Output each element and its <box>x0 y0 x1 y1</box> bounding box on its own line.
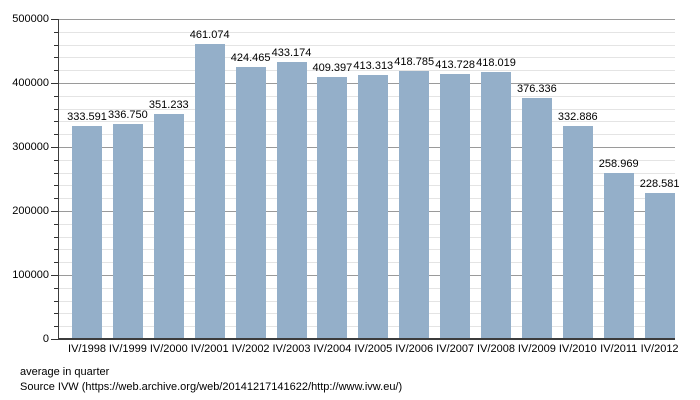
bar-IV/2010 <box>562 126 593 339</box>
y-minor-tick <box>54 223 58 225</box>
x-axis-label: IV/2007 <box>436 343 475 355</box>
bar-IV/2002 <box>235 67 266 339</box>
bar-value-label: 418.019 <box>476 56 516 69</box>
x-axis-label: IV/2003 <box>272 343 311 355</box>
y-minor-tick <box>54 31 58 33</box>
bar-IV/2000 <box>153 114 184 339</box>
bar-IV/2008 <box>481 71 511 339</box>
bar-IV/2012 <box>644 192 675 339</box>
y-major-tick <box>51 339 58 340</box>
bar-value-label: 258.969 <box>598 158 639 171</box>
y-minor-tick <box>54 57 58 59</box>
bar-value-label: 424.465 <box>230 52 271 65</box>
minor-gridline <box>58 44 675 46</box>
y-minor-tick <box>54 236 58 238</box>
bar-IV/2006 <box>399 71 430 339</box>
bar-value-label: 351.233 <box>148 99 189 112</box>
y-minor-tick <box>54 313 58 315</box>
x-axis-label: IV/1999 <box>108 343 147 355</box>
chart-source: Source IVW (https://web.archive.org/web/… <box>20 381 403 393</box>
bar-IV/2004 <box>317 77 348 339</box>
bar-IV/2007 <box>440 74 471 339</box>
y-major-tick <box>51 19 58 20</box>
minor-gridline <box>58 57 675 59</box>
y-minor-tick <box>54 249 58 251</box>
y-minor-tick <box>54 134 58 136</box>
x-axis-label: IV/1998 <box>68 343 106 355</box>
bar-value-label: 409.397 <box>312 62 353 74</box>
y-axis-label: 500000 <box>12 12 49 25</box>
x-axis-label: IV/2005 <box>354 343 393 355</box>
y-axis-line <box>58 19 59 339</box>
y-minor-tick <box>54 172 58 174</box>
x-axis-label: IV/2011 <box>600 343 638 355</box>
y-axis-label: 100000 <box>12 268 49 281</box>
x-axis-label: IV/2006 <box>395 343 434 355</box>
x-axis-label: IV/2000 <box>149 343 188 355</box>
x-axis-label: IV/2004 <box>313 343 352 355</box>
bar-value-label: 433.174 <box>271 46 312 59</box>
y-axis-label: 400000 <box>12 76 49 89</box>
y-minor-tick <box>54 70 58 72</box>
bar-value-label: 376.336 <box>517 83 557 96</box>
y-minor-tick <box>54 198 58 200</box>
bar-IV/2005 <box>358 74 389 339</box>
bar-IV/2009 <box>521 98 552 339</box>
y-axis-label: 200000 <box>12 204 49 217</box>
bar-value-label: 413.728 <box>435 59 475 72</box>
y-minor-tick <box>54 326 58 328</box>
bar-IV/2011 <box>603 173 634 339</box>
bar-IV/1999 <box>112 123 143 339</box>
x-axis-label: IV/2012 <box>640 343 679 355</box>
x-axis-label: IV/2010 <box>558 343 597 355</box>
x-axis-label: IV/2001 <box>190 343 229 355</box>
y-minor-tick <box>54 185 58 187</box>
major-gridline <box>58 19 675 20</box>
x-axis-label: IV/2008 <box>477 343 515 355</box>
y-major-tick <box>51 211 58 212</box>
y-minor-tick <box>54 44 58 46</box>
y-minor-tick <box>54 95 58 97</box>
bar-value-label: 413.313 <box>353 59 394 72</box>
y-axis-label: 0 <box>42 332 49 345</box>
y-minor-tick <box>54 159 58 161</box>
minor-gridline <box>58 70 675 72</box>
x-axis-line <box>58 338 675 340</box>
y-major-tick <box>51 275 58 276</box>
bar-IV/2003 <box>276 61 307 339</box>
x-axis-label: IV/2009 <box>517 343 556 355</box>
bar-IV/2001 <box>194 43 225 339</box>
y-major-tick <box>51 83 58 84</box>
x-axis-label: IV/2002 <box>231 343 270 355</box>
bar-value-label: 332.886 <box>557 111 598 123</box>
chart-note: average in quarter <box>20 366 110 378</box>
bar-value-label: 336.750 <box>108 108 148 121</box>
y-major-tick <box>51 147 58 148</box>
y-axis-label: 300000 <box>12 140 49 153</box>
bar-value-label: 418.785 <box>394 56 435 68</box>
bar-value-label: 461.074 <box>189 28 230 41</box>
minor-gridline <box>58 31 675 33</box>
y-minor-tick <box>54 121 58 123</box>
bar-value-label: 333.591 <box>67 110 107 123</box>
y-minor-tick <box>54 287 58 289</box>
y-minor-tick <box>54 262 58 264</box>
bar-IV/1998 <box>72 125 102 339</box>
bar-value-label: 228.581 <box>639 177 680 190</box>
y-minor-tick <box>54 108 58 110</box>
y-minor-tick <box>54 300 58 302</box>
